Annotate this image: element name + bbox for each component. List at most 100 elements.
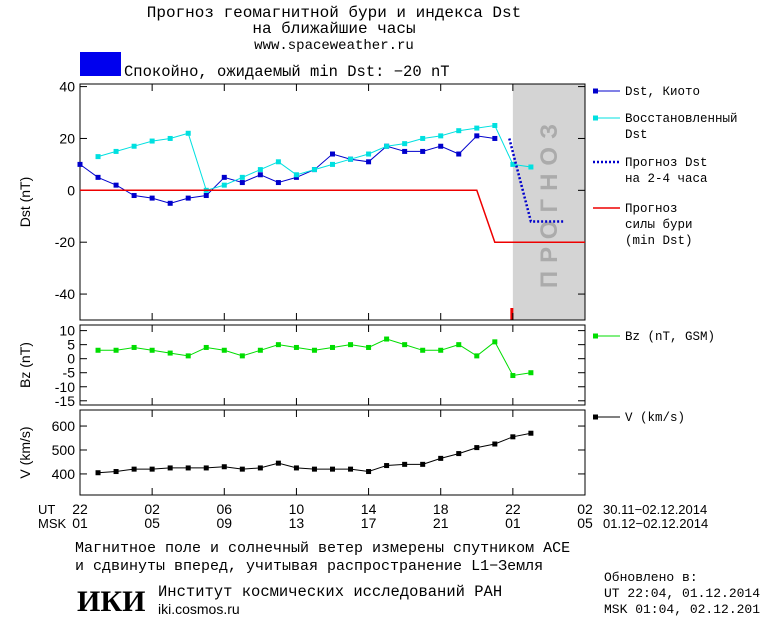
subtitle: на ближайшие часы [252, 20, 415, 38]
data-point [131, 193, 137, 199]
data-point [257, 347, 263, 353]
data-point [311, 347, 317, 353]
data-point [528, 430, 534, 436]
data-point [456, 451, 462, 457]
data-point [492, 441, 498, 447]
data-point [293, 344, 299, 350]
y-tick-label: 20 [59, 130, 75, 146]
x-tick-label: 17 [361, 515, 377, 531]
y-axis-label: V (km/s) [17, 426, 33, 478]
data-point [456, 151, 462, 157]
series-line [508, 138, 564, 223]
data-point [275, 180, 281, 186]
data-point [330, 151, 335, 157]
updated-msk: MSK 01:04, 02.12.2014 [604, 602, 760, 617]
updated-label: Обновлено в: [604, 570, 698, 585]
data-point [275, 159, 281, 165]
data-point [366, 159, 372, 165]
legend-marker [593, 414, 598, 420]
data-point [330, 161, 335, 167]
data-point [257, 172, 263, 178]
data-point [95, 174, 101, 180]
data-point [456, 342, 462, 348]
data-point [384, 463, 390, 469]
data-point [293, 174, 299, 180]
text-line: Прогноз [625, 202, 678, 216]
series-line [80, 189, 585, 243]
url: www.spaceweather.ru [254, 38, 414, 54]
data-point [131, 143, 137, 149]
x-row-dates: 30.11−02.12.2014 [603, 502, 707, 517]
data-point [185, 465, 191, 471]
data-point [420, 461, 426, 467]
plot-frame [79, 324, 586, 406]
y-tick-label: 600 [52, 418, 76, 434]
data-point [311, 167, 317, 173]
data-point [203, 465, 209, 471]
data-point [221, 182, 227, 188]
y-tick-label: -10 [55, 379, 75, 395]
data-point [113, 148, 119, 154]
legend-marker [593, 115, 598, 121]
x-row-dates: 01.12−02.12.2014 [603, 516, 708, 531]
data-point [275, 460, 281, 466]
y-axis-label: Dst (nT) [17, 177, 33, 228]
x-tick-label: 02 [577, 501, 593, 517]
data-point [131, 466, 137, 472]
data-point [348, 156, 354, 162]
legend-marker [593, 333, 598, 339]
data-point [131, 344, 137, 350]
data-point [95, 347, 101, 353]
data-point [293, 172, 299, 178]
data-point [257, 167, 263, 173]
data-point [185, 130, 191, 136]
y-tick-label: 10 [59, 323, 75, 339]
data-point [167, 350, 173, 356]
data-point [438, 347, 444, 353]
data-point [239, 174, 245, 180]
text-line: на 2-4 часа [625, 172, 708, 186]
data-point [275, 342, 281, 348]
data-point [239, 466, 245, 472]
forecast-label: ПРОГНОЗ [536, 116, 563, 288]
data-point [293, 465, 299, 471]
title: Прогноз геомагнитной бури и индекса Dst [147, 4, 521, 22]
text-line: силы бури [625, 218, 693, 232]
data-point [221, 174, 227, 180]
y-tick-label: 0 [67, 351, 75, 367]
series-line [98, 338, 531, 377]
data-point [348, 466, 354, 472]
x-tick-label: 02 [144, 501, 160, 517]
data-point [167, 465, 173, 471]
legend-label: Прогноз Dst на 2-4 часа [625, 156, 708, 186]
x-tick-label: 22 [72, 501, 88, 517]
series-line [97, 124, 531, 191]
y-tick-label: -5 [63, 365, 76, 381]
x-tick-label: 01 [72, 515, 88, 531]
data-point [330, 466, 335, 472]
site: iki.cosmos.ru [158, 601, 240, 617]
data-point [221, 347, 227, 353]
x-tick-label: 05 [144, 515, 160, 531]
plot-frame [79, 83, 586, 321]
data-point [149, 347, 155, 353]
x-tick-label: 01 [505, 515, 521, 531]
data-point [185, 353, 191, 359]
data-point [402, 461, 408, 467]
updated-ut: UT 22:04, 01.12.2014 [604, 586, 760, 601]
data-point [149, 195, 155, 201]
data-point [474, 445, 480, 451]
legend-label: Bz (nT, GSM) [625, 330, 715, 344]
data-point [510, 434, 516, 440]
data-point [402, 148, 408, 154]
data-point [474, 353, 480, 359]
x-tick-label: 18 [433, 501, 449, 517]
data-point [438, 455, 444, 461]
data-point [203, 193, 209, 199]
x-tick-label: 14 [361, 501, 377, 517]
data-point [149, 138, 155, 144]
logo: ИКИ [77, 585, 145, 618]
text-line: Восстановленный [625, 112, 738, 126]
legend-marker [593, 88, 598, 94]
